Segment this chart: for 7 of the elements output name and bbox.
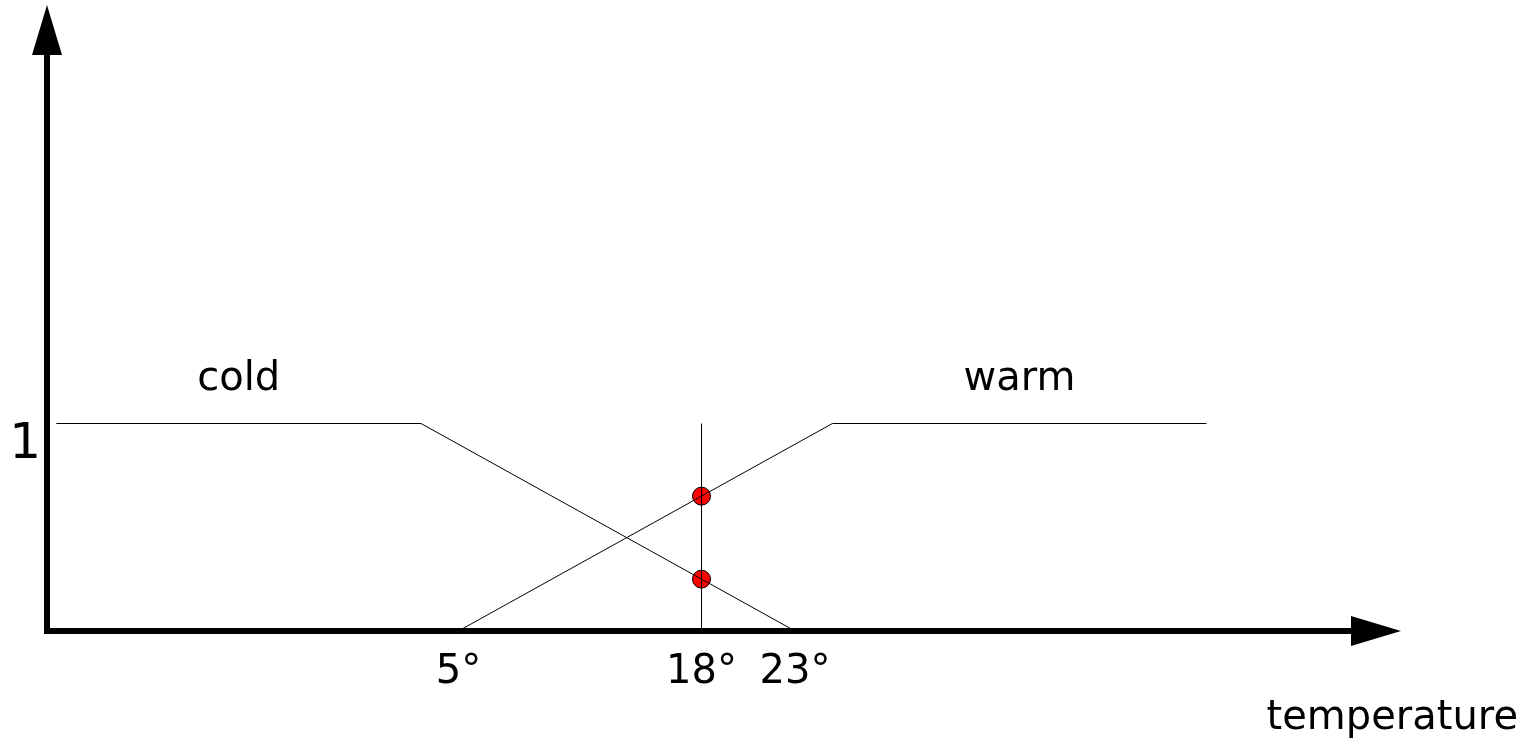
series-label: cold	[197, 352, 281, 399]
series-label: warm	[963, 352, 1076, 399]
x-axis-title: temperature	[1266, 692, 1518, 738]
x-tick-label: 18°	[666, 646, 737, 693]
x-tick-label: 23°	[759, 646, 831, 693]
x-tick-label: 5°	[435, 646, 482, 693]
text: 1	[9, 412, 41, 471]
